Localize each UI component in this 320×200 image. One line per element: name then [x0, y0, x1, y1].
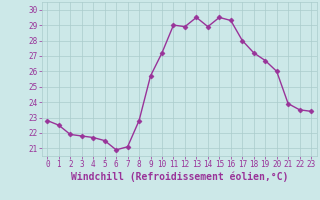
- X-axis label: Windchill (Refroidissement éolien,°C): Windchill (Refroidissement éolien,°C): [70, 172, 288, 182]
